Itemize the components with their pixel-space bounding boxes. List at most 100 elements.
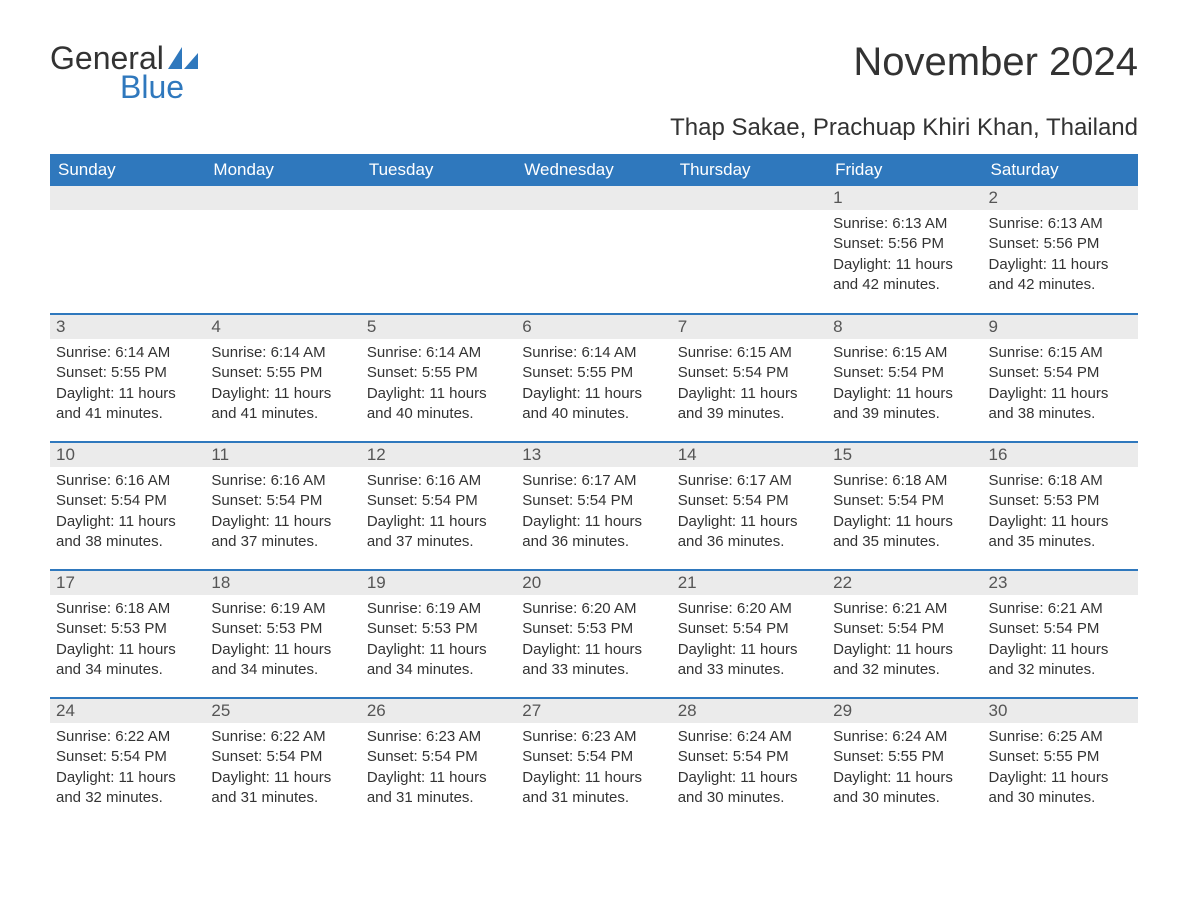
day-content: Sunrise: 6:15 AMSunset: 5:54 PMDaylight:… <box>983 339 1138 432</box>
logo: General Blue <box>50 40 202 106</box>
day-number-bar: 10 <box>50 443 205 467</box>
day-number-bar: 14 <box>672 443 827 467</box>
sunrise-line: Sunrise: 6:15 AM <box>989 343 1132 363</box>
calendar-cell <box>672 186 827 314</box>
calendar-cell: 24Sunrise: 6:22 AMSunset: 5:54 PMDayligh… <box>50 698 205 826</box>
day-number-bar <box>672 186 827 210</box>
day-content: Sunrise: 6:17 AMSunset: 5:54 PMDaylight:… <box>672 467 827 560</box>
day-number-bar: 28 <box>672 699 827 723</box>
sunrise-line: Sunrise: 6:13 AM <box>989 214 1132 234</box>
day-number-bar <box>205 186 360 210</box>
day-content: Sunrise: 6:18 AMSunset: 5:53 PMDaylight:… <box>983 467 1138 560</box>
sunrise-line: Sunrise: 6:21 AM <box>833 599 976 619</box>
daylight-line: Daylight: 11 hours and 38 minutes. <box>56 512 199 553</box>
sunset-line: Sunset: 5:56 PM <box>989 234 1132 254</box>
day-number-bar: 5 <box>361 315 516 339</box>
daylight-line: Daylight: 11 hours and 34 minutes. <box>211 640 354 681</box>
sunrise-line: Sunrise: 6:13 AM <box>833 214 976 234</box>
calendar-row: 24Sunrise: 6:22 AMSunset: 5:54 PMDayligh… <box>50 698 1138 826</box>
sunset-line: Sunset: 5:53 PM <box>56 619 199 639</box>
day-content: Sunrise: 6:19 AMSunset: 5:53 PMDaylight:… <box>205 595 360 688</box>
day-content: Sunrise: 6:24 AMSunset: 5:54 PMDaylight:… <box>672 723 827 816</box>
daylight-line: Daylight: 11 hours and 36 minutes. <box>678 512 821 553</box>
sunrise-line: Sunrise: 6:24 AM <box>678 727 821 747</box>
sunset-line: Sunset: 5:54 PM <box>833 619 976 639</box>
sunrise-line: Sunrise: 6:24 AM <box>833 727 976 747</box>
calendar-cell: 27Sunrise: 6:23 AMSunset: 5:54 PMDayligh… <box>516 698 671 826</box>
sunset-line: Sunset: 5:55 PM <box>522 363 665 383</box>
weekday-header: Monday <box>205 154 360 186</box>
month-title: November 2024 <box>853 40 1138 85</box>
day-content: Sunrise: 6:16 AMSunset: 5:54 PMDaylight:… <box>205 467 360 560</box>
weekday-header: Tuesday <box>361 154 516 186</box>
day-content: Sunrise: 6:14 AMSunset: 5:55 PMDaylight:… <box>205 339 360 432</box>
sunrise-line: Sunrise: 6:18 AM <box>989 471 1132 491</box>
sunrise-line: Sunrise: 6:15 AM <box>678 343 821 363</box>
day-content: Sunrise: 6:21 AMSunset: 5:54 PMDaylight:… <box>827 595 982 688</box>
calendar-cell: 19Sunrise: 6:19 AMSunset: 5:53 PMDayligh… <box>361 570 516 698</box>
day-number-bar: 30 <box>983 699 1138 723</box>
calendar-cell: 28Sunrise: 6:24 AMSunset: 5:54 PMDayligh… <box>672 698 827 826</box>
day-content: Sunrise: 6:16 AMSunset: 5:54 PMDaylight:… <box>50 467 205 560</box>
daylight-line: Daylight: 11 hours and 38 minutes. <box>989 384 1132 425</box>
day-number-bar: 25 <box>205 699 360 723</box>
calendar-cell: 23Sunrise: 6:21 AMSunset: 5:54 PMDayligh… <box>983 570 1138 698</box>
weekday-header: Thursday <box>672 154 827 186</box>
day-number-bar: 24 <box>50 699 205 723</box>
day-number-bar: 27 <box>516 699 671 723</box>
day-content: Sunrise: 6:25 AMSunset: 5:55 PMDaylight:… <box>983 723 1138 816</box>
calendar-cell: 18Sunrise: 6:19 AMSunset: 5:53 PMDayligh… <box>205 570 360 698</box>
daylight-line: Daylight: 11 hours and 41 minutes. <box>56 384 199 425</box>
calendar-row: 17Sunrise: 6:18 AMSunset: 5:53 PMDayligh… <box>50 570 1138 698</box>
calendar-cell: 11Sunrise: 6:16 AMSunset: 5:54 PMDayligh… <box>205 442 360 570</box>
day-number-bar: 9 <box>983 315 1138 339</box>
day-number-bar: 15 <box>827 443 982 467</box>
weekday-header: Wednesday <box>516 154 671 186</box>
sunset-line: Sunset: 5:53 PM <box>367 619 510 639</box>
day-number-bar: 11 <box>205 443 360 467</box>
sunset-line: Sunset: 5:54 PM <box>678 363 821 383</box>
day-number-bar: 12 <box>361 443 516 467</box>
sunrise-line: Sunrise: 6:14 AM <box>211 343 354 363</box>
day-number-bar: 2 <box>983 186 1138 210</box>
sunrise-line: Sunrise: 6:25 AM <box>989 727 1132 747</box>
calendar-cell: 25Sunrise: 6:22 AMSunset: 5:54 PMDayligh… <box>205 698 360 826</box>
weekday-header: Saturday <box>983 154 1138 186</box>
calendar-cell: 17Sunrise: 6:18 AMSunset: 5:53 PMDayligh… <box>50 570 205 698</box>
calendar-cell: 21Sunrise: 6:20 AMSunset: 5:54 PMDayligh… <box>672 570 827 698</box>
daylight-line: Daylight: 11 hours and 33 minutes. <box>522 640 665 681</box>
daylight-line: Daylight: 11 hours and 37 minutes. <box>211 512 354 553</box>
day-content: Sunrise: 6:21 AMSunset: 5:54 PMDaylight:… <box>983 595 1138 688</box>
day-number-bar <box>361 186 516 210</box>
calendar-cell: 2Sunrise: 6:13 AMSunset: 5:56 PMDaylight… <box>983 186 1138 314</box>
sunset-line: Sunset: 5:54 PM <box>989 363 1132 383</box>
daylight-line: Daylight: 11 hours and 32 minutes. <box>56 768 199 809</box>
calendar-cell: 16Sunrise: 6:18 AMSunset: 5:53 PMDayligh… <box>983 442 1138 570</box>
calendar-cell: 6Sunrise: 6:14 AMSunset: 5:55 PMDaylight… <box>516 314 671 442</box>
calendar-cell: 22Sunrise: 6:21 AMSunset: 5:54 PMDayligh… <box>827 570 982 698</box>
calendar-row: 10Sunrise: 6:16 AMSunset: 5:54 PMDayligh… <box>50 442 1138 570</box>
sunset-line: Sunset: 5:54 PM <box>56 747 199 767</box>
sunset-line: Sunset: 5:55 PM <box>367 363 510 383</box>
calendar-cell: 7Sunrise: 6:15 AMSunset: 5:54 PMDaylight… <box>672 314 827 442</box>
daylight-line: Daylight: 11 hours and 41 minutes. <box>211 384 354 425</box>
sunrise-line: Sunrise: 6:21 AM <box>989 599 1132 619</box>
day-number-bar: 1 <box>827 186 982 210</box>
day-content: Sunrise: 6:14 AMSunset: 5:55 PMDaylight:… <box>50 339 205 432</box>
sunrise-line: Sunrise: 6:19 AM <box>367 599 510 619</box>
day-number-bar: 4 <box>205 315 360 339</box>
sunset-line: Sunset: 5:55 PM <box>56 363 199 383</box>
day-content: Sunrise: 6:20 AMSunset: 5:54 PMDaylight:… <box>672 595 827 688</box>
day-number-bar: 22 <box>827 571 982 595</box>
calendar-cell: 1Sunrise: 6:13 AMSunset: 5:56 PMDaylight… <box>827 186 982 314</box>
location-text: Thap Sakae, Prachuap Khiri Khan, Thailan… <box>50 114 1138 142</box>
calendar-row: 1Sunrise: 6:13 AMSunset: 5:56 PMDaylight… <box>50 186 1138 314</box>
daylight-line: Daylight: 11 hours and 40 minutes. <box>522 384 665 425</box>
calendar-body: 1Sunrise: 6:13 AMSunset: 5:56 PMDaylight… <box>50 186 1138 826</box>
sunrise-line: Sunrise: 6:14 AM <box>56 343 199 363</box>
day-content: Sunrise: 6:15 AMSunset: 5:54 PMDaylight:… <box>827 339 982 432</box>
daylight-line: Daylight: 11 hours and 34 minutes. <box>56 640 199 681</box>
day-content: Sunrise: 6:14 AMSunset: 5:55 PMDaylight:… <box>516 339 671 432</box>
daylight-line: Daylight: 11 hours and 35 minutes. <box>989 512 1132 553</box>
sunset-line: Sunset: 5:55 PM <box>211 363 354 383</box>
